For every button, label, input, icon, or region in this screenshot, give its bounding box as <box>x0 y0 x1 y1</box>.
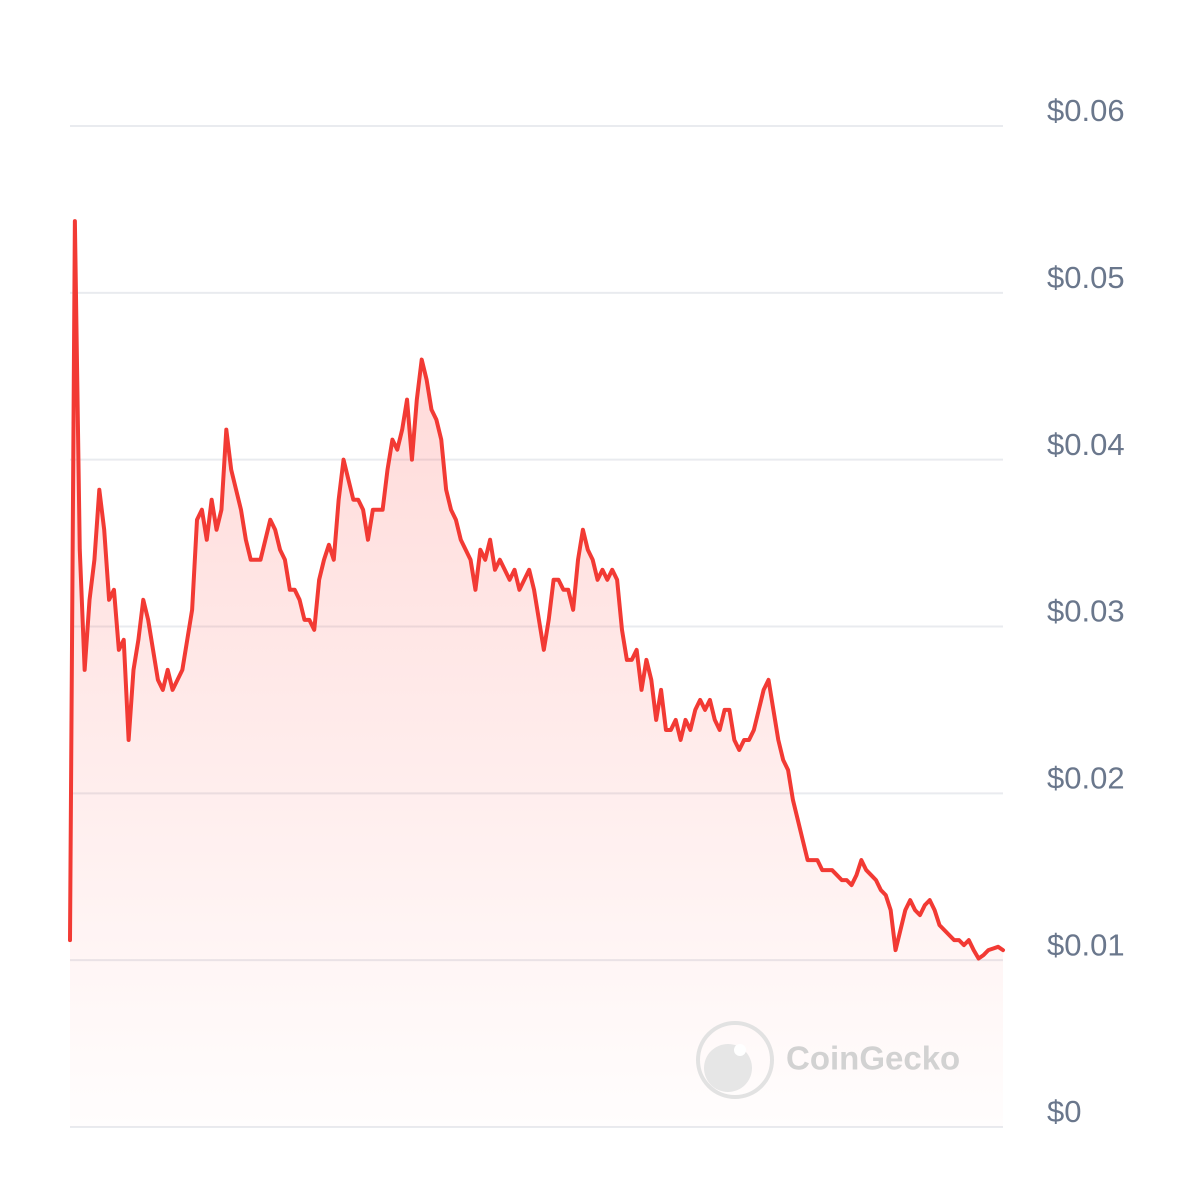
watermark-logo-eye <box>734 1044 746 1056</box>
watermark-logo <box>696 1021 774 1099</box>
watermark: CoinGecko <box>696 1021 960 1099</box>
y-axis: $0 $0.01 $0.02 $0.03 $0.04 $0.05 $0.06 <box>1047 93 1125 1129</box>
watermark-text: CoinGecko <box>786 1040 960 1077</box>
y-tick-label: $0.06 <box>1047 93 1125 128</box>
y-tick-label: $0 <box>1047 1094 1081 1129</box>
price-line <box>68 219 1005 961</box>
y-tick-label: $0.03 <box>1047 594 1125 629</box>
y-tick-label: $0.04 <box>1047 427 1125 462</box>
area-fill <box>70 221 1003 1128</box>
y-tick-label: $0.05 <box>1047 260 1125 295</box>
y-tick-label: $0.02 <box>1047 761 1125 796</box>
y-tick-label: $0.01 <box>1047 927 1125 962</box>
series <box>68 219 1005 1128</box>
